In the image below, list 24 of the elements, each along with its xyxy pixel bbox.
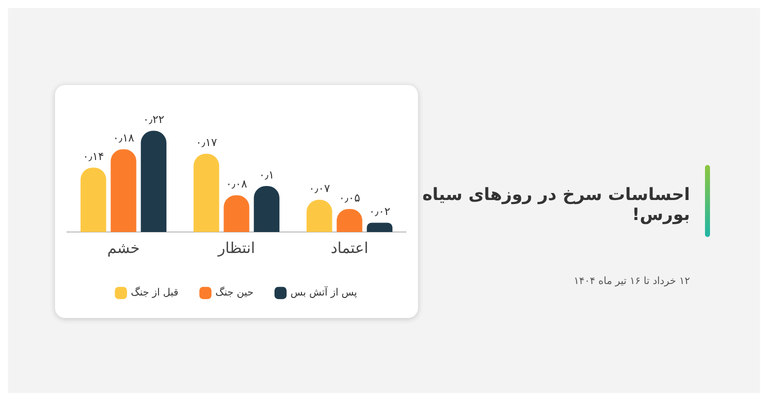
bar xyxy=(194,154,220,232)
bar xyxy=(110,149,136,232)
data-label: ۰٫۰۵ xyxy=(338,191,360,204)
data-label: ۰٫۰۲ xyxy=(368,205,390,218)
bar xyxy=(80,168,106,232)
text: احساسات سرخ در روزهای سیاه بورس! xyxy=(421,185,690,225)
bar xyxy=(140,130,166,232)
data-label: ۰٫۰۸ xyxy=(226,178,248,191)
x-tick-label: اعتماد xyxy=(330,238,368,257)
legend-label: قبل از جنگ xyxy=(130,286,179,299)
legend-label: پس از آتش بس xyxy=(290,286,358,299)
x-tick-label: انتظار xyxy=(217,238,255,257)
bar xyxy=(366,222,392,232)
text: ۱۲ خرداد تا ۱۶ تیر ماه ۱۴۰۴ xyxy=(572,276,690,287)
bar xyxy=(254,186,280,232)
x-tick-label: خشم xyxy=(107,238,140,257)
legend-label: حین جنگ xyxy=(215,286,254,299)
data-label: ۰٫۱۴ xyxy=(82,150,104,163)
bar xyxy=(224,195,250,232)
data-label: ۰٫۱۸ xyxy=(112,132,134,145)
data-label: ۰٫۱ xyxy=(258,168,274,182)
data-label: ۰٫۲۲ xyxy=(142,113,164,126)
data-label: ۰٫۰۷ xyxy=(308,182,330,196)
data-label: ۰٫۱۷ xyxy=(196,136,218,150)
